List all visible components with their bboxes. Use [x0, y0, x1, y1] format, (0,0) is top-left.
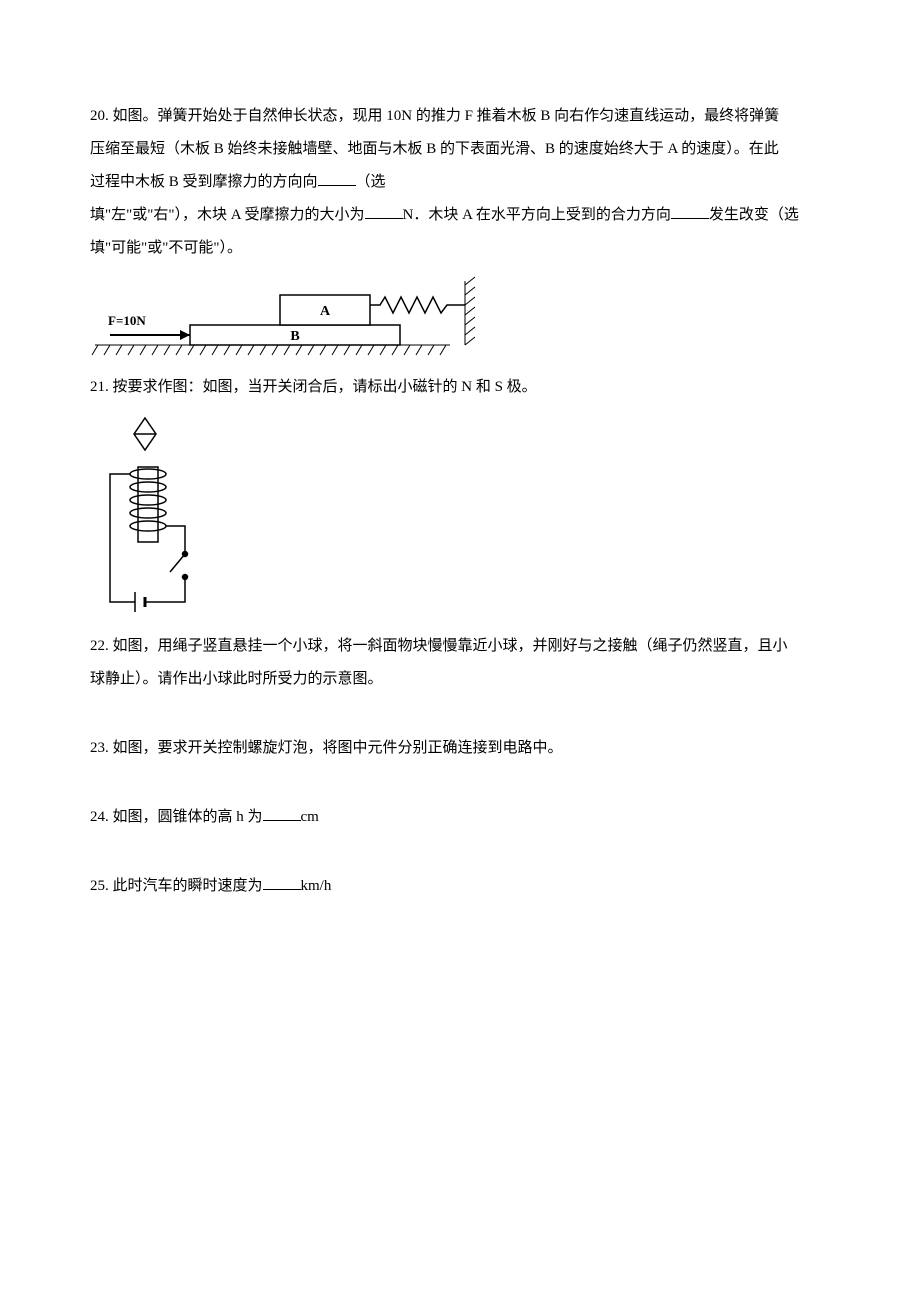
q20-text-3a: 过程中木板 B 受到摩擦力的方向向	[90, 174, 318, 190]
q23-number: 23.	[90, 740, 109, 756]
spacer-23	[90, 773, 830, 801]
q21-number: 21.	[90, 379, 109, 395]
q20-blank-1	[318, 170, 356, 186]
q24-text-a: 如图，圆锥体的高 h 为	[113, 809, 263, 825]
q25-blank	[263, 874, 301, 890]
q20-blank-3	[671, 203, 709, 219]
spacer-24	[90, 842, 830, 870]
question-24: 24. 如图，圆锥体的高 h 为 cm	[90, 801, 830, 834]
q20-text-3b: （选	[356, 174, 386, 190]
q20-force-label: F=10N	[108, 313, 146, 328]
q25-number: 25.	[90, 878, 109, 894]
q21-text: 按要求作图：如图，当开关闭合后，请标出小磁针的 N 和 S 极。	[113, 379, 537, 395]
q25-text-a: 此时汽车的瞬时速度为	[113, 878, 263, 894]
q20-text-4b: N．木块 A 在水平方向上受到的合力方向	[403, 207, 671, 223]
q20-text-1: 如图。弹簧开始处于自然伸长状态，现用 10N 的推力 F 推着木板 B 向右作匀…	[113, 108, 780, 124]
q22-text-2: 球静止）。请作出小球此时所受力的示意图。	[90, 671, 383, 687]
q20-text-4a: 填"左"或"右"），木块 A 受摩擦力的大小为	[90, 207, 365, 223]
q20-label-A: A	[320, 304, 331, 319]
question-22: 22. 如图，用绳子竖直悬挂一个小球，将一斜面物块慢慢靠近小球，并刚好与之接触（…	[90, 630, 830, 696]
question-20: 20. 如图。弹簧开始处于自然伸长状态，现用 10N 的推力 F 推着木板 B …	[90, 100, 830, 265]
q20-number: 20.	[90, 108, 109, 124]
question-25: 25. 此时汽车的瞬时速度为 km/h	[90, 870, 830, 903]
q24-text-b: cm	[301, 809, 319, 825]
q20-text-2: 压缩至最短（木板 B 始终未接触墙壁、地面与木板 B 的下表面光滑、B 的速度始…	[90, 141, 779, 157]
q24-blank	[263, 805, 301, 821]
question-21: 21. 按要求作图：如图，当开关闭合后，请标出小磁针的 N 和 S 极。	[90, 371, 830, 404]
q25-text-b: km/h	[301, 878, 332, 894]
q20-text-4c: 发生改变（选	[709, 207, 799, 223]
q23-text: 如图，要求开关控制螺旋灯泡，将图中元件分别正确连接到电路中。	[113, 740, 563, 756]
q22-number: 22.	[90, 638, 109, 654]
q20-label-B: B	[290, 329, 299, 344]
q22-text-1: 如图，用绳子竖直悬挂一个小球，将一斜面物块慢慢靠近小球，并刚好与之接触（绳子仍然…	[113, 638, 788, 654]
q20-figure: B A F=10N	[90, 273, 830, 363]
question-23: 23. 如图，要求开关控制螺旋灯泡，将图中元件分别正确连接到电路中。	[90, 732, 830, 765]
q20-text-5: 填"可能"或"不可能"）。	[90, 240, 242, 256]
spacer-22	[90, 704, 830, 732]
q21-figure	[90, 412, 830, 622]
q20-blank-2	[365, 203, 403, 219]
q24-number: 24.	[90, 809, 109, 825]
